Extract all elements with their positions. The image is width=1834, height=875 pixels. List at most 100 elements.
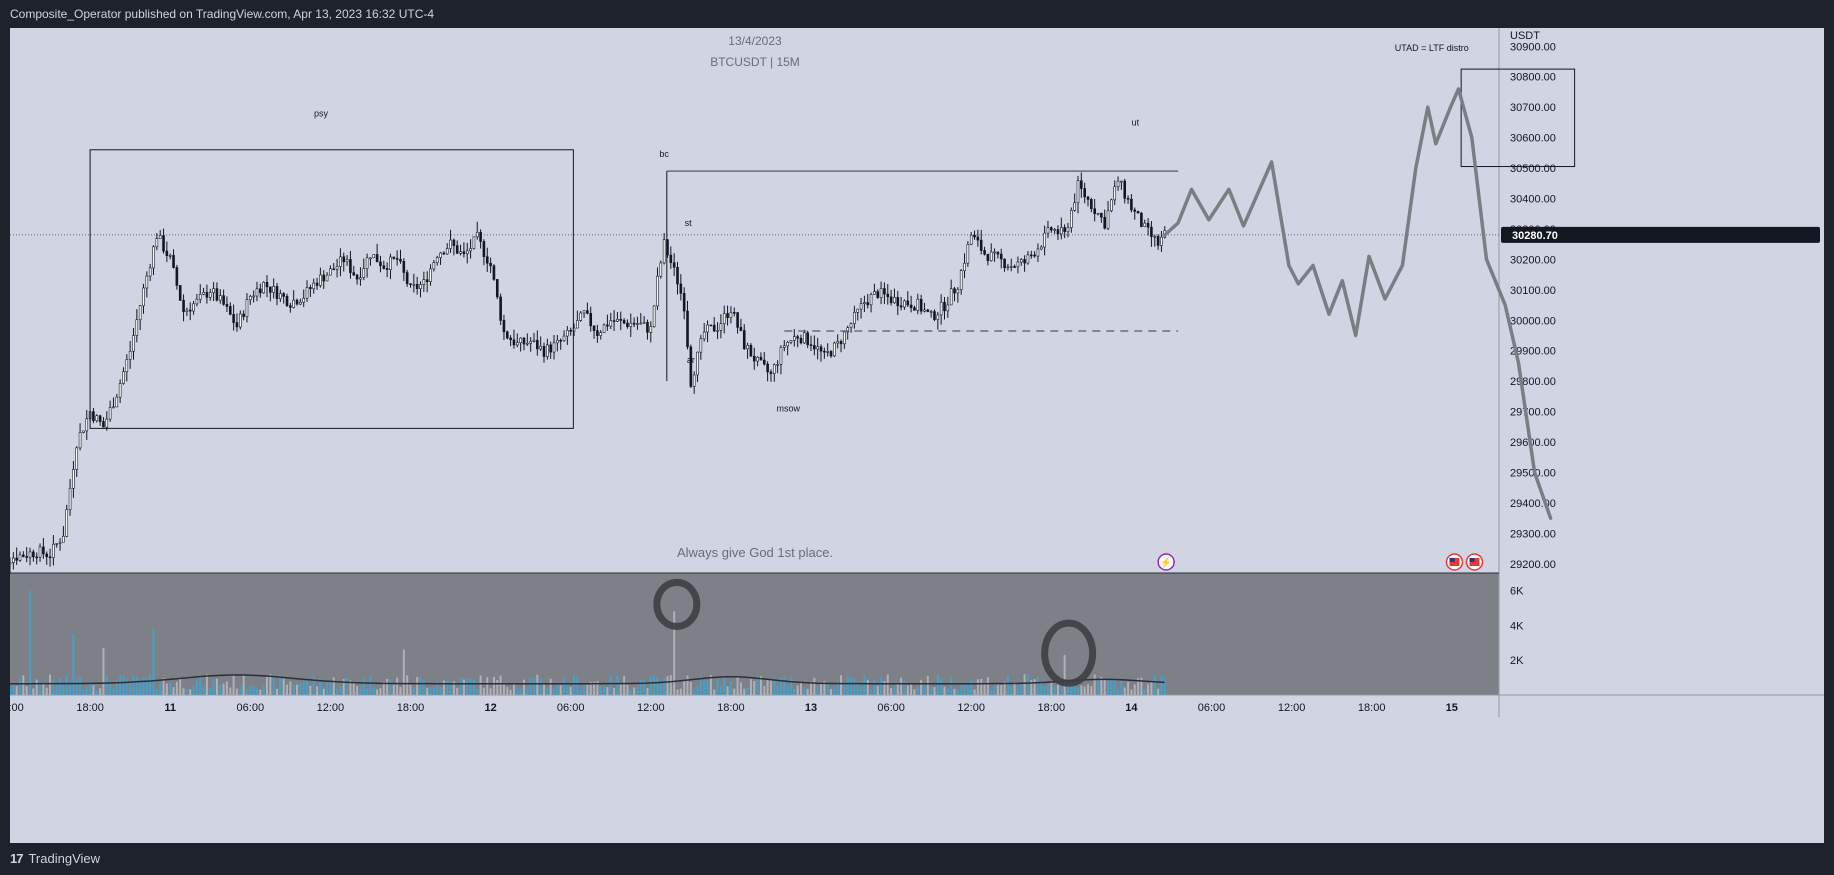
- candle-body: [873, 291, 876, 295]
- candle-body: [756, 356, 759, 362]
- candle-body: [122, 371, 125, 384]
- volume-bar: [856, 683, 859, 695]
- last-price-badge: [1501, 226, 1820, 243]
- volume-bar: [773, 677, 776, 695]
- candle-body: [279, 293, 282, 300]
- volume-bar: [75, 678, 78, 695]
- candle-body: [642, 322, 646, 324]
- candle-body: [1090, 199, 1093, 210]
- last-price-label: 30280.70: [1512, 230, 1558, 242]
- candle-body: [455, 245, 459, 254]
- price-tick-label: 30800.00: [1510, 72, 1556, 84]
- candle-body: [135, 319, 139, 336]
- volume-bar: [729, 681, 732, 695]
- candle-body: [989, 251, 993, 262]
- range-box: [89, 149, 574, 429]
- volume-bar: [326, 682, 329, 695]
- volume-bar: [679, 688, 682, 695]
- candle-body: [158, 235, 162, 239]
- lightning-event-icon[interactable]: [1157, 553, 1175, 571]
- candle-body: [1039, 246, 1043, 250]
- candle-body: [949, 288, 953, 306]
- price-tick-label: 29400.00: [1510, 498, 1556, 510]
- candle-body: [1073, 202, 1076, 211]
- volume-bar: [436, 682, 439, 695]
- volume-bar: [603, 686, 606, 695]
- candle-body: [886, 293, 890, 298]
- price-tick-label: 29500.00: [1510, 468, 1556, 480]
- volume-bar: [286, 684, 289, 695]
- chart-svg[interactable]: 13/4/2023 BTCUSDT | 15M Always give God 1s…: [10, 28, 1824, 843]
- volume-bar: [850, 677, 853, 695]
- volume-bar: [623, 676, 626, 695]
- candle-body: [1086, 196, 1090, 200]
- candle-body: [736, 312, 739, 328]
- volume-bar: [743, 688, 746, 695]
- volume-bar: [860, 685, 863, 695]
- volume-bar: [1097, 680, 1100, 695]
- volume-bar: [35, 679, 38, 695]
- price-scale-currency: USDT: [1510, 30, 1540, 42]
- volume-bar: [1080, 685, 1083, 695]
- volume-bar: [659, 683, 662, 695]
- volume-bar: [639, 679, 642, 695]
- volume-bar: [1073, 680, 1076, 695]
- price-tick-label: 29300.00: [1510, 528, 1556, 540]
- candle-body: [195, 298, 199, 305]
- candle-body: [689, 346, 693, 387]
- volume-bar: [496, 680, 499, 695]
- footer-bar: 17 TradingView: [0, 843, 1834, 875]
- volume-bar: [1127, 681, 1130, 695]
- candle-body: [699, 338, 703, 353]
- volume-bar: [1163, 678, 1166, 695]
- candle-body: [1130, 198, 1133, 211]
- volume-bar: [442, 680, 445, 695]
- price-tick-label: 30400.00: [1510, 194, 1556, 206]
- candle-body: [1100, 212, 1103, 218]
- price-tick-label: 30000.00: [1510, 315, 1556, 327]
- candle-body: [929, 311, 933, 313]
- volume-tick-label: 4K: [1510, 620, 1524, 632]
- time-tick-label: 06:00: [1198, 702, 1226, 714]
- volume-bar: [225, 681, 228, 695]
- volume-bar: [896, 683, 899, 695]
- candle-body: [813, 345, 816, 350]
- candle-body: [866, 302, 870, 306]
- candle-body: [913, 307, 916, 311]
- candle-body: [382, 265, 386, 269]
- candle-body: [192, 303, 195, 312]
- volume-bar: [1036, 677, 1039, 695]
- annotation-label: UTAD = LTF distro: [1395, 43, 1469, 53]
- volume-bar: [329, 681, 332, 695]
- volume-bar: [936, 674, 939, 695]
- volume-bar: [336, 688, 339, 695]
- volume-bar: [132, 675, 135, 695]
- candle-body: [255, 288, 259, 297]
- volume-bar: [900, 677, 903, 695]
- candle-body: [739, 327, 743, 331]
- volume-bar: [716, 678, 719, 695]
- candle-body: [636, 323, 639, 325]
- candle-body: [419, 284, 422, 289]
- chart-area[interactable]: 13/4/2023 BTCUSDT | 15M Always give God 1s…: [10, 28, 1824, 843]
- candle-body: [269, 286, 272, 293]
- volume-bar: [15, 686, 18, 695]
- candle-body: [409, 283, 412, 285]
- volume-bar: [986, 677, 989, 695]
- candle-body: [155, 238, 159, 248]
- volume-bar: [449, 681, 452, 695]
- time-tick-label: 18:00: [1358, 702, 1386, 714]
- candle-body: [362, 268, 366, 278]
- tradingview-logo[interactable]: 17 TradingView: [10, 851, 100, 866]
- volume-bar: [532, 678, 535, 695]
- volume-bar: [312, 676, 315, 695]
- candle-body: [245, 299, 249, 317]
- volume-bar: [976, 679, 979, 695]
- candle-body: [1113, 186, 1117, 201]
- candle-body: [559, 340, 562, 342]
- annotation-label: ar: [687, 355, 695, 365]
- candle-body: [225, 304, 229, 307]
- time-scale-bg: [10, 695, 1499, 717]
- volume-bar: [1063, 654, 1066, 695]
- volume-bar: [19, 677, 22, 695]
